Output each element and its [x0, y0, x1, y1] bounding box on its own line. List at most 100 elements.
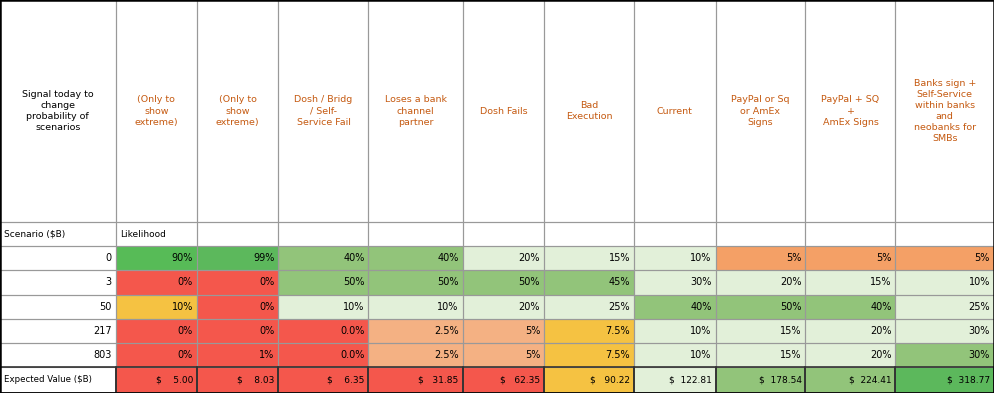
Bar [115, 0, 197, 222]
Bar [369, 343, 463, 367]
Text: 0.0%: 0.0% [340, 326, 365, 336]
Text: 30%: 30% [968, 326, 990, 336]
Bar [463, 319, 544, 343]
Bar [369, 294, 463, 319]
Bar [805, 270, 896, 294]
Bar [115, 294, 197, 319]
Bar [0, 246, 115, 270]
Text: $  224.41: $ 224.41 [849, 375, 892, 384]
Bar [463, 294, 544, 319]
Text: 217: 217 [93, 326, 111, 336]
Bar [369, 270, 463, 294]
Bar [463, 319, 544, 343]
Text: 5%: 5% [975, 253, 990, 263]
Bar [805, 343, 896, 367]
Bar [805, 246, 896, 270]
Text: 20%: 20% [519, 301, 540, 312]
Bar [0, 222, 115, 246]
Text: 5%: 5% [876, 253, 892, 263]
Bar [115, 270, 197, 294]
Bar [278, 246, 369, 270]
Bar [463, 270, 544, 294]
Text: 30%: 30% [690, 277, 712, 287]
Bar [197, 343, 278, 367]
Bar [0, 270, 115, 294]
Bar [0, 246, 115, 270]
Bar [716, 343, 805, 367]
Bar [896, 367, 994, 393]
Bar [197, 319, 278, 343]
Bar [716, 270, 805, 294]
Bar [278, 270, 369, 294]
Bar [634, 367, 716, 393]
Bar [369, 222, 463, 246]
Text: (Only to
show
extreme): (Only to show extreme) [134, 95, 178, 127]
Bar [197, 294, 278, 319]
Text: $  122.81: $ 122.81 [669, 375, 712, 384]
Bar [544, 294, 634, 319]
Bar [278, 367, 369, 393]
Text: 7.5%: 7.5% [605, 326, 630, 336]
Text: $    8.03: $ 8.03 [238, 375, 274, 384]
Bar [634, 270, 716, 294]
Bar [197, 222, 278, 246]
Text: $    5.00: $ 5.00 [156, 375, 193, 384]
Bar [115, 270, 197, 294]
Text: 0%: 0% [178, 277, 193, 287]
Bar [115, 367, 197, 393]
Bar [544, 343, 634, 367]
Bar [716, 0, 805, 222]
Bar [805, 294, 896, 319]
Text: Banks sign +
Self-Service
within banks
and
neobanks for
SMBs: Banks sign + Self-Service within banks a… [913, 79, 976, 143]
Bar [369, 270, 463, 294]
Bar [278, 0, 369, 222]
Text: $   31.85: $ 31.85 [418, 375, 459, 384]
Bar [896, 246, 994, 270]
Bar [805, 319, 896, 343]
Text: 5%: 5% [786, 253, 801, 263]
Bar [805, 343, 896, 367]
Bar [896, 343, 994, 367]
Bar [544, 246, 634, 270]
Bar [896, 319, 994, 343]
Bar [0, 343, 115, 367]
Bar [278, 246, 369, 270]
Text: Loses a bank
channel
partner: Loses a bank channel partner [385, 95, 446, 127]
Bar [634, 294, 716, 319]
Text: 10%: 10% [437, 301, 459, 312]
Bar [634, 294, 716, 319]
Text: Dosh Fails: Dosh Fails [480, 107, 527, 116]
Bar [115, 367, 197, 393]
Bar [463, 0, 544, 222]
Bar [463, 367, 544, 393]
Bar [896, 270, 994, 294]
Bar [369, 367, 463, 393]
Bar [197, 319, 278, 343]
Text: 0%: 0% [259, 301, 274, 312]
Bar [463, 294, 544, 319]
Text: 50%: 50% [780, 301, 801, 312]
Bar [896, 343, 994, 367]
Bar [544, 367, 634, 393]
Bar [805, 246, 896, 270]
Bar [716, 222, 805, 246]
Bar [634, 222, 716, 246]
Text: $  178.54: $ 178.54 [758, 375, 801, 384]
Bar [197, 222, 278, 246]
Bar [0, 294, 115, 319]
Bar [634, 343, 716, 367]
Bar [634, 246, 716, 270]
Bar [896, 222, 994, 246]
Bar [115, 246, 197, 270]
Bar [544, 0, 634, 222]
Bar [716, 270, 805, 294]
Bar [278, 319, 369, 343]
Bar [115, 343, 197, 367]
Text: 2.5%: 2.5% [434, 326, 459, 336]
Text: 5%: 5% [525, 350, 540, 360]
Text: $    6.35: $ 6.35 [327, 375, 365, 384]
Text: 20%: 20% [870, 350, 892, 360]
Bar [463, 367, 544, 393]
Bar [115, 343, 197, 367]
Bar [634, 319, 716, 343]
